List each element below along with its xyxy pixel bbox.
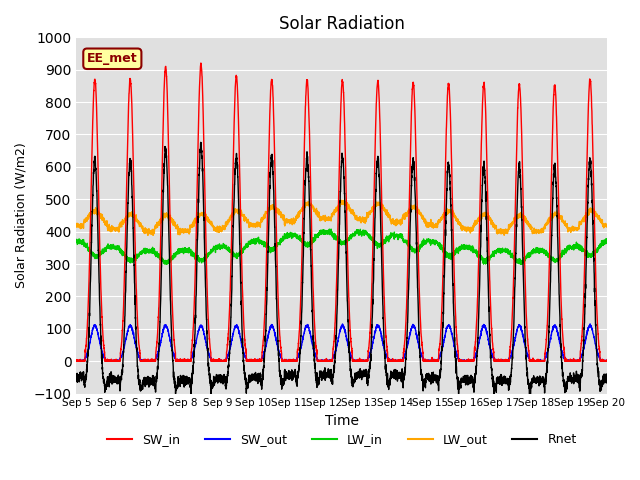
SW_in xyxy=(603,359,611,364)
LW_out xyxy=(603,224,611,230)
SW_in xyxy=(461,359,468,364)
SW_in xyxy=(603,357,611,363)
LW_in xyxy=(603,238,611,243)
LW_in xyxy=(168,257,176,263)
LW_out xyxy=(338,197,346,203)
SW_in xyxy=(72,358,80,364)
SW_out xyxy=(602,358,610,363)
LW_in xyxy=(431,241,439,247)
Rnet xyxy=(603,376,611,382)
Line: SW_out: SW_out xyxy=(76,324,607,361)
SW_out xyxy=(322,359,330,364)
SW_out xyxy=(168,345,175,351)
LW_out xyxy=(603,222,611,228)
LW_in xyxy=(327,226,335,232)
Text: EE_met: EE_met xyxy=(87,52,138,65)
SW_in xyxy=(431,358,439,363)
SW_in xyxy=(168,290,176,296)
Y-axis label: Solar Radiation (W/m2): Solar Radiation (W/m2) xyxy=(15,143,28,288)
Rnet xyxy=(603,372,611,377)
LW_out xyxy=(149,232,157,238)
SW_in xyxy=(322,359,330,364)
SW_out xyxy=(491,358,499,364)
LW_out xyxy=(322,215,330,221)
LW_in xyxy=(72,238,80,243)
SW_out xyxy=(431,359,439,364)
LW_out xyxy=(72,221,80,227)
SW_out xyxy=(603,359,611,364)
Line: LW_in: LW_in xyxy=(76,229,607,264)
LW_out xyxy=(431,222,439,228)
LW_out xyxy=(461,227,468,233)
Rnet xyxy=(491,384,499,390)
SW_out xyxy=(72,359,80,364)
LW_in xyxy=(322,229,330,235)
Rnet xyxy=(72,373,80,379)
Rnet xyxy=(197,140,205,145)
Rnet xyxy=(168,340,175,346)
Line: Rnet: Rnet xyxy=(76,143,607,396)
Rnet xyxy=(431,377,439,383)
LW_in xyxy=(491,249,499,255)
Line: SW_in: SW_in xyxy=(76,63,607,361)
SW_out xyxy=(461,358,468,364)
Rnet xyxy=(461,379,468,385)
LW_out xyxy=(491,226,499,232)
SW_in xyxy=(73,359,81,364)
LW_in xyxy=(161,261,168,267)
X-axis label: Time: Time xyxy=(324,414,358,428)
Line: LW_out: LW_out xyxy=(76,200,607,235)
Title: Solar Radiation: Solar Radiation xyxy=(279,15,404,33)
LW_in xyxy=(461,242,468,248)
Legend: SW_in, SW_out, LW_in, LW_out, Rnet: SW_in, SW_out, LW_in, LW_out, Rnet xyxy=(102,429,582,452)
SW_in xyxy=(491,359,499,364)
Rnet xyxy=(322,370,330,375)
SW_in xyxy=(197,60,205,66)
LW_in xyxy=(603,240,611,246)
Rnet xyxy=(525,393,533,398)
SW_out xyxy=(586,321,594,327)
LW_out xyxy=(168,216,176,222)
